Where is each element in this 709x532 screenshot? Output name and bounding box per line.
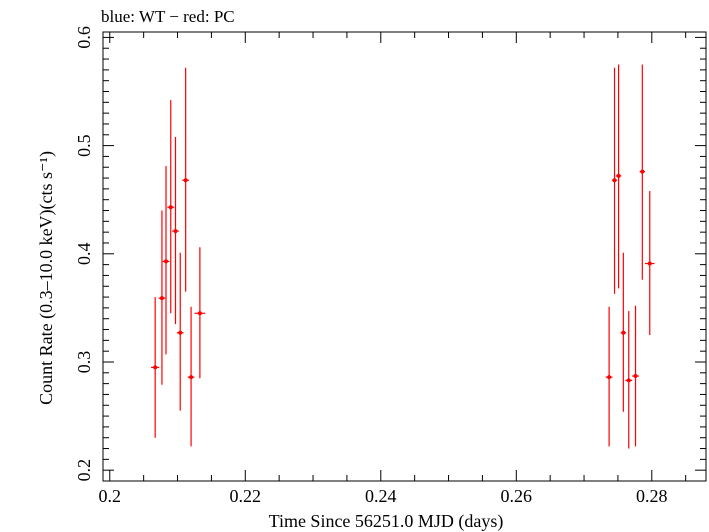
- data-point: [194, 247, 206, 379]
- data-point: [187, 306, 195, 447]
- plot-frame: [102, 31, 707, 482]
- data-point: [611, 67, 618, 294]
- x-axis: 0.2 0.22 0.24 0.26 0.28: [99, 32, 687, 506]
- y-axis-label: Count Rate (0.3–10.0 keV)(cts s⁻¹): [36, 151, 57, 405]
- data-marker: [164, 259, 169, 264]
- data-point: [632, 305, 639, 447]
- data-marker: [173, 229, 178, 234]
- data-point: [605, 306, 613, 447]
- data-marker: [189, 375, 194, 380]
- data-point: [182, 67, 190, 292]
- data-marker: [183, 178, 188, 183]
- data-point: [172, 136, 179, 325]
- data-marker: [178, 330, 183, 335]
- data-point: [162, 166, 170, 355]
- data-marker: [197, 311, 202, 316]
- data-marker: [607, 375, 612, 380]
- data-marker: [640, 169, 645, 174]
- data-point: [167, 100, 175, 314]
- y-tick-label: 0.3: [74, 351, 94, 374]
- data-marker: [612, 178, 617, 183]
- x-tick-label: 0.22: [230, 486, 262, 506]
- data-point: [158, 210, 166, 385]
- x-tick-label: 0.26: [501, 486, 533, 506]
- x-tick-label: 0.2: [99, 486, 122, 506]
- data-point: [176, 252, 184, 411]
- data-marker: [168, 205, 173, 210]
- data-point: [645, 191, 655, 335]
- data-point: [615, 64, 622, 289]
- data-marker: [159, 296, 164, 301]
- x-tick-label: 0.28: [636, 486, 668, 506]
- data-marker: [633, 374, 638, 379]
- x-axis-label: Time Since 56251.0 MJD (days): [269, 511, 504, 532]
- data-point: [151, 297, 160, 438]
- x-tick-label: 0.24: [365, 486, 397, 506]
- y-tick-label: 0.2: [74, 459, 94, 482]
- y-axis: 0.2 0.3 0.4 0.5 0.6: [74, 26, 706, 482]
- data-point: [639, 64, 646, 280]
- data-marker: [616, 173, 621, 178]
- data-marker: [621, 330, 626, 335]
- data-point: [620, 252, 627, 412]
- data-marker: [153, 365, 158, 370]
- data-marker: [647, 261, 652, 266]
- chart-title: blue: WT − red: PC: [101, 7, 235, 26]
- data-point: [625, 311, 633, 449]
- data-series-pc: [151, 64, 655, 449]
- y-tick-label: 0.6: [74, 26, 94, 49]
- y-tick-label: 0.5: [74, 134, 94, 157]
- data-marker: [626, 378, 631, 383]
- y-tick-label: 0.4: [74, 243, 94, 265]
